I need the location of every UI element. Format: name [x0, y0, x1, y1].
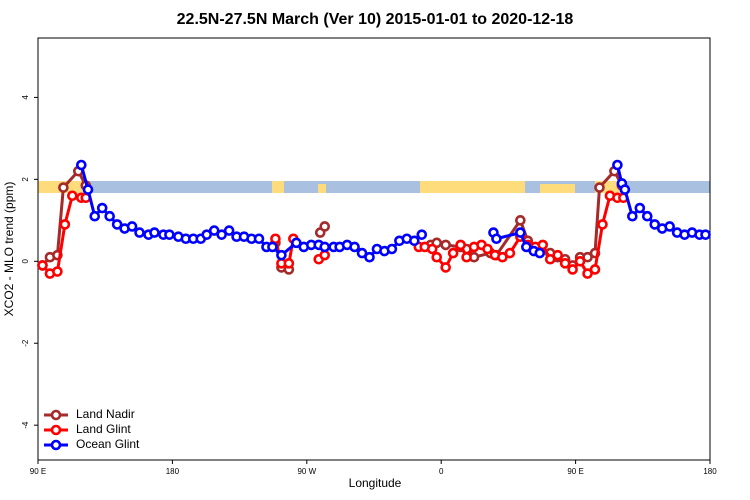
point	[126, 221, 138, 232]
point	[582, 251, 593, 263]
series-line	[41, 193, 624, 276]
series-line	[79, 164, 706, 260]
chart-title: 22.5N-27.5N March (Ver 10) 2015-01-01 to…	[177, 11, 574, 28]
point	[544, 253, 556, 265]
point	[552, 249, 563, 261]
y-axis-label: XCO2 - MLO trend (ppm)	[2, 182, 16, 317]
point	[319, 241, 331, 253]
y-tick-label: 2	[21, 177, 30, 182]
legend-label: Land Nadir	[76, 407, 135, 421]
legend-label: Ocean Glint	[76, 437, 140, 451]
point	[59, 219, 71, 230]
point	[521, 241, 532, 253]
point	[589, 264, 601, 275]
point	[504, 247, 516, 259]
point	[461, 251, 472, 263]
x-tick-label: 0	[439, 467, 444, 476]
point	[270, 233, 281, 245]
point	[597, 219, 608, 230]
point	[431, 251, 443, 263]
land-band	[540, 184, 575, 193]
point	[208, 225, 220, 236]
point	[216, 229, 227, 240]
point	[386, 243, 398, 255]
y-tick-label: 4	[21, 95, 30, 100]
point	[111, 219, 123, 230]
map-band	[38, 181, 710, 193]
point	[276, 249, 287, 261]
point	[497, 251, 508, 263]
point	[447, 247, 459, 259]
point	[641, 210, 653, 222]
point	[649, 219, 661, 230]
y-tick-label: 0	[21, 259, 30, 264]
point	[700, 229, 711, 240]
point	[223, 225, 235, 236]
x-tick-label: 90 W	[297, 467, 316, 476]
x-tick-label: 90 E	[567, 467, 583, 476]
point	[134, 227, 145, 238]
point	[559, 258, 571, 269]
point	[440, 262, 451, 273]
x-tick-label: 180	[166, 467, 180, 476]
point	[104, 210, 115, 222]
point	[364, 251, 375, 263]
x-tick-label: 180	[703, 467, 717, 476]
plot-frame	[37, 37, 711, 461]
legend-label: Land Glint	[76, 422, 131, 436]
land-band	[318, 184, 326, 193]
point	[619, 184, 631, 195]
point	[356, 247, 368, 259]
point	[76, 159, 87, 171]
point	[267, 241, 278, 253]
point	[67, 190, 78, 202]
point	[96, 202, 108, 214]
point	[612, 159, 623, 171]
point	[283, 258, 295, 269]
x-tick-label: 90 E	[30, 467, 46, 476]
legend-marker	[50, 409, 62, 421]
point	[594, 182, 605, 193]
point	[440, 239, 451, 251]
point	[149, 227, 160, 238]
point	[319, 221, 331, 232]
point	[491, 233, 502, 245]
point	[349, 241, 360, 253]
point	[409, 235, 420, 247]
point	[567, 264, 578, 275]
point	[634, 202, 646, 214]
y-tick-label: -2	[21, 339, 30, 347]
legend-marker	[50, 424, 62, 436]
point	[253, 233, 265, 245]
point	[627, 210, 638, 222]
land-band	[420, 181, 525, 193]
point	[582, 268, 593, 279]
point	[515, 215, 526, 226]
point	[664, 221, 675, 232]
point	[291, 237, 302, 249]
point	[482, 243, 493, 255]
point	[574, 255, 586, 267]
point	[58, 182, 69, 193]
point	[515, 227, 526, 238]
point	[426, 243, 438, 255]
point	[537, 239, 549, 251]
land-band	[272, 181, 284, 193]
legend-marker	[50, 439, 62, 451]
point	[82, 184, 94, 195]
point	[534, 247, 546, 259]
point	[37, 260, 48, 271]
y-tick-label: -4	[21, 421, 30, 429]
point	[455, 239, 466, 251]
point	[416, 229, 428, 240]
point	[319, 249, 331, 261]
point	[89, 210, 101, 222]
point	[164, 229, 175, 240]
x-axis-label: Longitude	[349, 476, 402, 490]
point	[201, 229, 213, 240]
point	[52, 266, 63, 277]
